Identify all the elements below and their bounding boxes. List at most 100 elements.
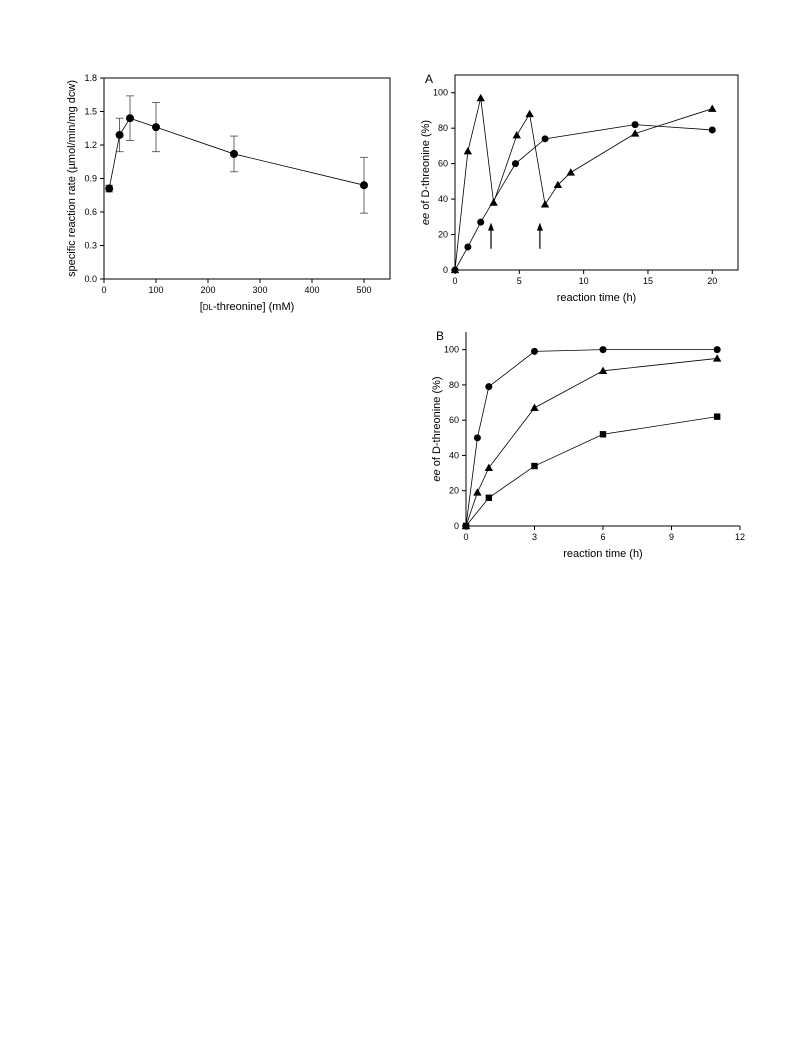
x-axis-label: reaction time (h) <box>563 548 642 560</box>
x-tick-label: 200 <box>200 285 215 295</box>
data-point-triangle <box>512 131 521 139</box>
data-point-triangle <box>530 403 539 411</box>
series-line-triangle <box>454 97 713 271</box>
data-point-triangle <box>566 168 575 176</box>
data-point-triangle <box>484 463 494 471</box>
data-point-triangle <box>525 109 534 118</box>
x-tick-label: 400 <box>304 285 319 295</box>
series-line-circle <box>108 117 365 189</box>
y-tick-label: 0 <box>454 521 459 531</box>
chart-rate: 0 100 200 300 400 500 0.0 0.3 0.6 0.9 1.2 1.5 1.8 [DL… <box>66 73 391 313</box>
y-tick-label: 40 <box>449 450 459 460</box>
x-tick-label: 10 <box>579 276 589 286</box>
data-point-triangle <box>540 200 550 208</box>
data-point-circle <box>477 218 485 226</box>
y-axis-label: ee of D-threonine (%) <box>431 376 443 481</box>
x-tick-label: 3 <box>532 532 537 542</box>
data-point-triangle <box>476 93 485 102</box>
data-point-circle <box>152 123 160 132</box>
arrow-head <box>488 222 495 231</box>
data-point-square <box>599 431 607 438</box>
x-axis-label: reaction time (h) <box>557 292 636 304</box>
y-tick-label: 100 <box>444 345 459 355</box>
chart-B: 0 3 6 9 12 0 20 40 60 80 100 reaction time (h) ee of… <box>431 329 745 560</box>
y-tick-label: 60 <box>438 159 448 169</box>
x-axis-label-suffix: -threonine] (mM) <box>213 301 294 313</box>
data-point-circle <box>713 346 721 354</box>
x-tick-label: 100 <box>148 285 163 295</box>
series-line-circle <box>454 124 713 271</box>
x-tick-label: 20 <box>707 276 717 286</box>
data-point-circle <box>708 126 716 134</box>
y-axis-label-italic: ee <box>431 469 443 481</box>
x-tick-label: 5 <box>517 276 522 286</box>
plot-frame <box>103 77 391 280</box>
data-point-triangle <box>463 147 473 155</box>
series-line-circle <box>465 349 718 527</box>
data-point-circle <box>126 114 134 123</box>
data-point-circle <box>485 383 493 391</box>
x-axis-label: [DL-threonine] (mM) <box>200 301 295 313</box>
y-tick-label: 1.8 <box>84 73 97 83</box>
data-point-triangle <box>553 180 563 189</box>
series-line-triangle <box>465 358 718 527</box>
data-point-triangle <box>708 104 717 112</box>
arrow-head <box>536 222 543 231</box>
data-point-circle <box>115 130 124 139</box>
y-tick-label: 80 <box>449 380 459 390</box>
panel-label-B: B <box>436 329 444 343</box>
y-axis-label-rest: of D-threonine (%) <box>420 120 432 213</box>
y-tick-label: 1.2 <box>84 140 97 150</box>
x-axis-label-prefix: [ <box>200 301 203 313</box>
data-point-triangle <box>598 366 608 374</box>
data-point-triangle <box>473 488 482 496</box>
y-tick-label: 20 <box>438 230 448 240</box>
y-tick-label: 0.6 <box>84 207 97 217</box>
data-point-circle <box>105 184 114 193</box>
plot-frame <box>454 74 739 271</box>
y-tick-label: 0.3 <box>84 241 97 251</box>
data-point-circle <box>599 346 607 354</box>
data-point-square <box>462 522 470 530</box>
data-point-circle <box>531 347 538 355</box>
data-point-triangle <box>489 198 498 206</box>
x-tick-label: 0 <box>463 532 468 542</box>
data-point-circle <box>360 181 368 190</box>
y-tick-label: 0.9 <box>84 174 97 184</box>
data-point-circle <box>230 149 238 158</box>
data-point-circle <box>473 434 481 442</box>
x-tick-label: 0 <box>101 285 106 295</box>
data-point-triangle <box>712 354 722 362</box>
chart-A: 0 5 10 15 20 0 20 40 60 80 100 reaction time (h) ee … <box>420 72 739 304</box>
data-point-circle <box>464 243 472 251</box>
data-point-square <box>713 413 721 420</box>
x-tick-label: 300 <box>252 285 267 295</box>
y-axis-label-rest: of D-threonine (%) <box>431 376 443 469</box>
y-tick-label: 20 <box>449 486 459 496</box>
y-axis-label-italic: ee <box>420 213 432 225</box>
panel-label-A: A <box>425 72 433 86</box>
y-tick-label: 1.5 <box>84 107 97 117</box>
data-point-circle <box>511 160 519 168</box>
y-tick-label: 60 <box>449 415 459 425</box>
data-point-circle <box>541 135 549 143</box>
series-line-square <box>465 416 718 527</box>
x-tick-label: 12 <box>735 532 745 542</box>
y-tick-label: 40 <box>438 194 448 204</box>
y-tick-label: 0.0 <box>84 274 97 284</box>
data-point-square <box>531 462 538 470</box>
x-tick-label: 6 <box>600 532 605 542</box>
data-point-square <box>485 494 493 501</box>
data-point-circle <box>631 121 639 129</box>
x-tick-label: 9 <box>669 532 674 542</box>
y-tick-label: 80 <box>438 123 448 133</box>
y-tick-label: 0 <box>443 265 448 275</box>
data-point-triangle <box>630 129 640 137</box>
x-tick-label: 15 <box>643 276 653 286</box>
x-tick-label: 500 <box>356 285 371 295</box>
y-axis-label: ee of D-threonine (%) <box>420 120 432 225</box>
y-tick-label: 100 <box>433 88 448 98</box>
y-axis-label: specific reaction rate (µmol/min/mg dcw) <box>66 80 78 277</box>
x-axis-label-smallcaps: DL <box>203 303 214 312</box>
